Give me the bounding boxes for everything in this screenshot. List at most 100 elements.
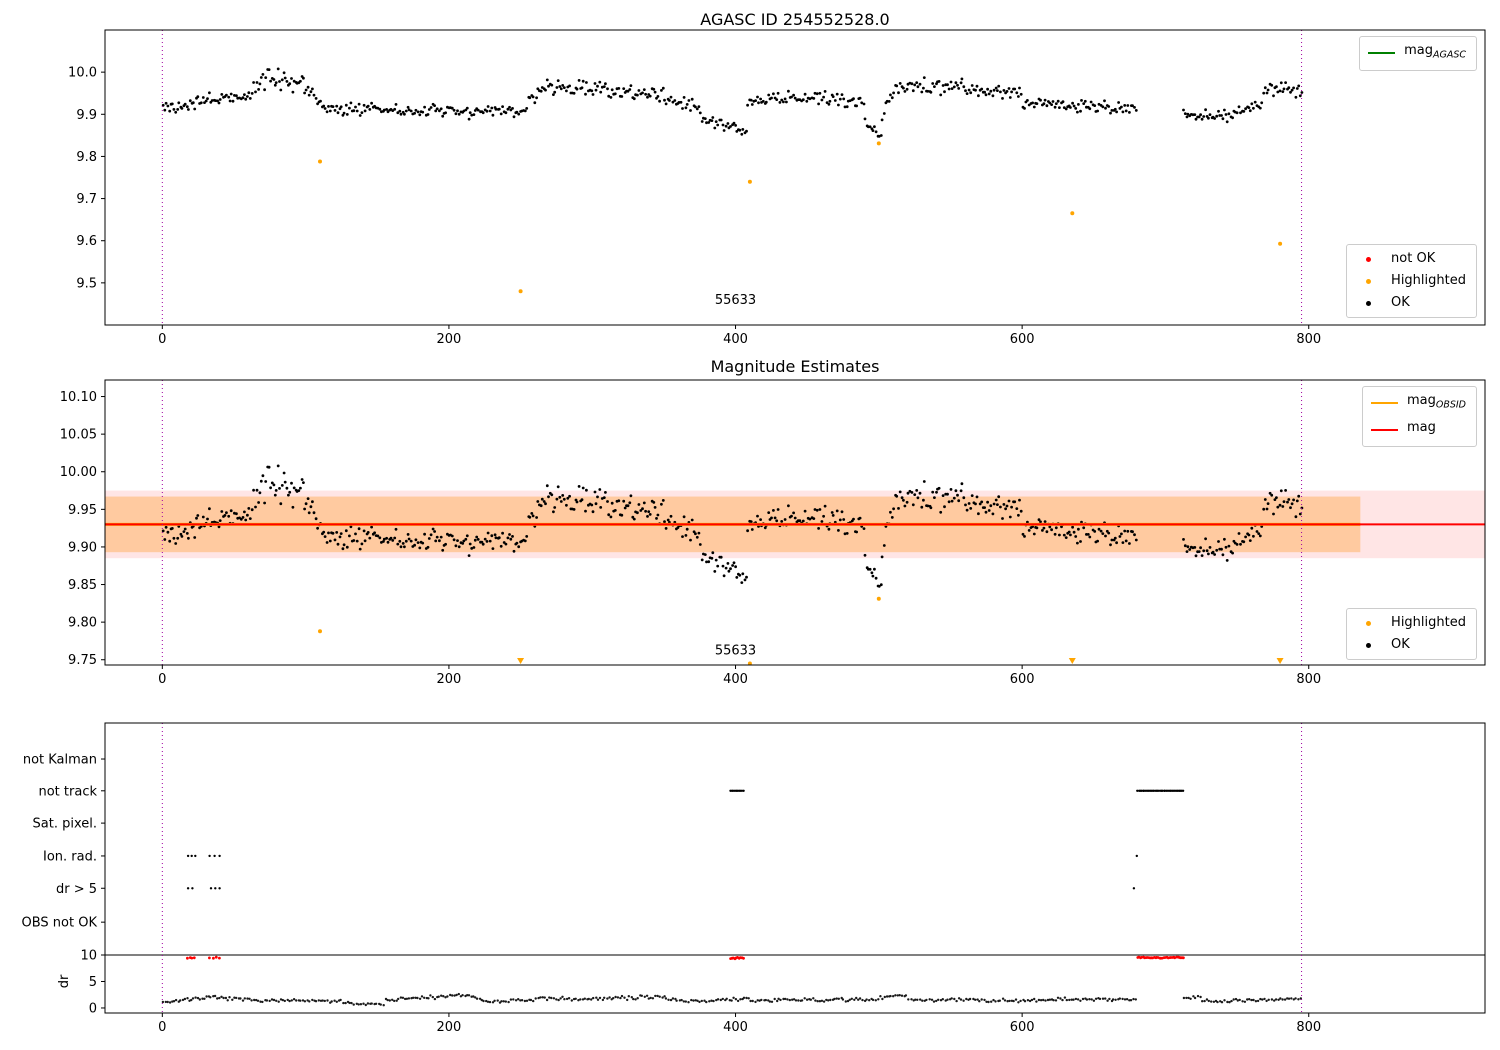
ok-point <box>959 81 963 85</box>
ok-point <box>1021 532 1025 536</box>
ok-point <box>1019 92 1023 96</box>
ok-point <box>685 103 689 106</box>
ok-point <box>1188 548 1192 551</box>
highlighted-point <box>747 661 752 665</box>
ok-point <box>550 83 554 87</box>
dr-ok-point <box>596 998 600 1001</box>
ok-point <box>1082 102 1086 105</box>
dr-ok-point <box>326 999 329 1002</box>
ok-point <box>1110 538 1114 542</box>
dr-ok-point <box>1286 997 1289 1000</box>
ok-point <box>815 508 819 512</box>
ok-point <box>1048 101 1052 105</box>
ok-point <box>1239 542 1242 546</box>
ok-point <box>626 504 630 508</box>
ok-point <box>304 502 308 506</box>
ok-point <box>852 97 855 101</box>
dr-ok-point <box>630 996 633 999</box>
ok-point <box>490 106 494 110</box>
dr-ok-point <box>844 1000 847 1003</box>
ok-point <box>724 124 728 128</box>
ok-point <box>1042 526 1046 530</box>
ok-point <box>1101 105 1105 109</box>
y-tick-label: 10.05 <box>60 428 97 443</box>
ok-point <box>464 108 468 112</box>
y-tick-label: OBS not OK <box>22 916 98 931</box>
dr-ok-point <box>770 1000 774 1003</box>
legend-label: OK <box>1391 637 1410 652</box>
ok-point <box>434 539 438 543</box>
dr-ok-point <box>212 995 215 998</box>
ok-point <box>845 532 849 535</box>
ok-point <box>607 513 611 517</box>
flag-not-track-point <box>742 789 745 792</box>
ok-point <box>622 87 626 90</box>
ok-point <box>1133 106 1136 109</box>
x-tick-label: 800 <box>1296 1020 1321 1035</box>
ok-point <box>468 111 472 114</box>
dr-ok-point <box>467 994 471 997</box>
ok-point <box>1017 513 1020 517</box>
ok-point <box>285 80 289 83</box>
ok-point <box>273 493 277 497</box>
dr-ok-point <box>485 999 488 1003</box>
dr-ok-point <box>696 999 699 1002</box>
ok-point <box>539 504 543 508</box>
ok-point <box>808 517 812 521</box>
dr-ok-point <box>883 995 886 999</box>
dr-ok-point <box>412 996 415 999</box>
ok-point <box>382 537 386 541</box>
ok-point <box>992 502 996 506</box>
dr-ok-point <box>976 998 979 1001</box>
ok-point <box>247 91 251 95</box>
ok-point <box>989 504 993 508</box>
ok-point <box>1109 543 1112 547</box>
ok-point <box>1056 99 1060 103</box>
ok-point <box>1247 533 1251 537</box>
ok-point <box>1295 499 1299 503</box>
ok-point <box>394 527 398 531</box>
dr-ok-point <box>728 999 731 1002</box>
ok-point <box>999 505 1002 509</box>
ok-dot-swatch <box>1366 300 1372 306</box>
ok-point <box>176 536 180 540</box>
ok-point <box>837 529 840 532</box>
dr-ok-point <box>705 1000 708 1004</box>
ok-point <box>711 551 715 555</box>
ok-point <box>345 545 349 549</box>
middle-plot-title: Magnitude Estimates <box>710 357 880 376</box>
ok-point <box>1104 534 1107 538</box>
dr-ok-point <box>983 998 986 1002</box>
dr-ok-point <box>710 999 713 1002</box>
ok-point <box>345 113 349 116</box>
dr-ok-point <box>767 999 770 1002</box>
dr-ok-point <box>1223 999 1226 1002</box>
legend-top-status: not OK Highlighted OK <box>1346 244 1477 318</box>
ok-point <box>759 97 762 101</box>
y-tick-label: 9.75 <box>68 653 97 668</box>
y-tick-label: 10.00 <box>60 465 97 480</box>
ok-point <box>838 518 842 522</box>
ok-point <box>394 103 398 106</box>
dr-ok-point <box>1250 998 1253 1002</box>
ok-point <box>952 85 956 89</box>
legend-swatch-wrap <box>1370 428 1398 431</box>
ok-point <box>1262 507 1266 511</box>
ok-point <box>1076 541 1079 545</box>
ok-point <box>327 105 330 108</box>
ok-point <box>726 122 730 125</box>
ok-point <box>292 486 296 490</box>
ok-point <box>272 483 276 487</box>
ok-point <box>910 491 914 494</box>
ok-point <box>805 99 809 103</box>
ok-point <box>306 497 310 500</box>
ok-point <box>1208 546 1212 549</box>
ok-point <box>690 518 694 522</box>
ok-point <box>735 130 739 133</box>
ok-point <box>561 84 565 87</box>
ok-point <box>1071 101 1074 105</box>
ok-point <box>575 87 579 91</box>
dr-ok-point <box>323 999 326 1003</box>
ok-point <box>472 113 476 116</box>
ok-point <box>1088 535 1092 539</box>
